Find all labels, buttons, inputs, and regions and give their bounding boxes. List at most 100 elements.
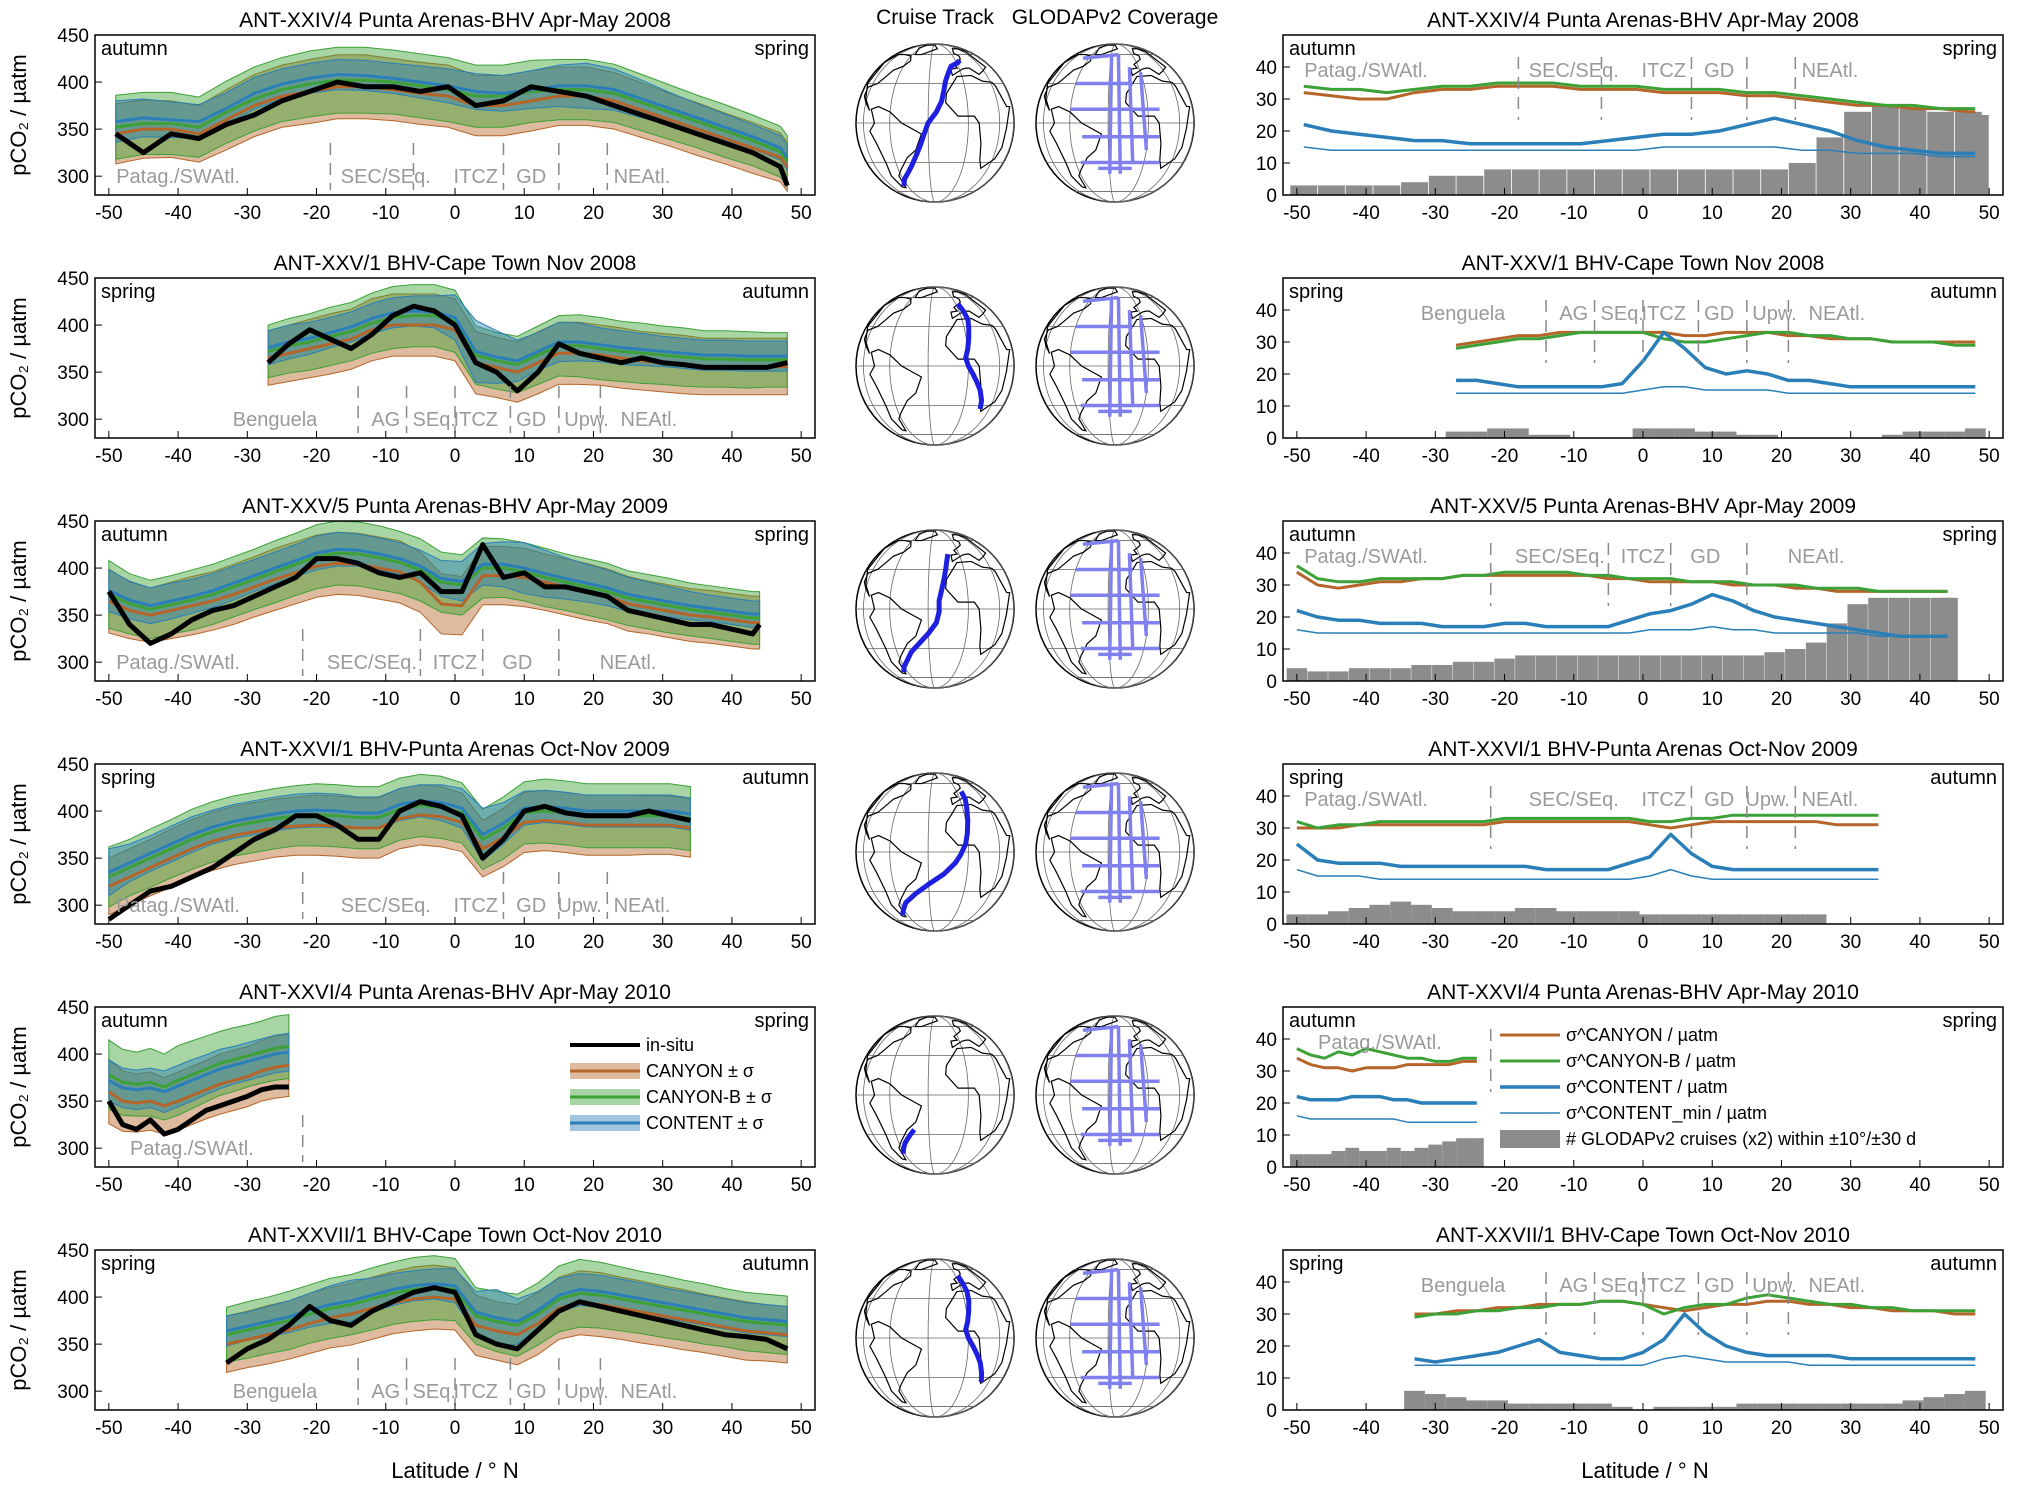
x-tick-label: -30 <box>234 1175 261 1196</box>
x-tick-label: -10 <box>372 203 399 224</box>
glodap-bar <box>1736 434 1758 438</box>
region-label: SEq. <box>1601 1275 1644 1297</box>
glodap-bar <box>1674 428 1695 438</box>
coastline <box>950 1020 987 1049</box>
season-right-label: spring <box>1943 1010 1997 1032</box>
x-tick-label: 20 <box>583 1175 604 1196</box>
glodap-bar <box>1761 169 1788 195</box>
sigma-content-min-line <box>1296 625 1948 637</box>
x-tick-label: -40 <box>164 446 191 467</box>
x-tick-label: 50 <box>791 1418 812 1439</box>
graticule-meridian <box>927 286 936 446</box>
season-right-label: autumn <box>1930 767 1997 789</box>
canyon-line <box>115 85 789 168</box>
coastline <box>950 534 987 563</box>
region-label: GD <box>1690 546 1720 568</box>
glodap-section-line <box>1116 1269 1123 1389</box>
glodap-bar <box>1414 1147 1429 1167</box>
glodap-bar <box>1445 431 1467 438</box>
glodap-section-line <box>1107 1026 1114 1146</box>
y-axis-label-left: pCO₂ / µatm <box>6 54 31 175</box>
glodap-bar <box>1944 1394 1965 1410</box>
x-tick-label: 0 <box>1638 689 1649 710</box>
cruise-track-line <box>955 1274 985 1383</box>
graticule-meridian <box>934 529 969 689</box>
graticule-meridian <box>934 286 1001 446</box>
x-tick-label: -50 <box>95 446 122 467</box>
canyonb-line <box>108 551 760 620</box>
region-label: NEAtl. <box>621 1381 678 1403</box>
sigma-panel-title: ANT-XXIV/4 Punta Arenas-BHV Apr-May 2008 <box>1427 9 1859 32</box>
x-tick-label: -50 <box>1283 1418 1310 1439</box>
canyonb-line <box>267 314 788 367</box>
glodap-bar <box>1653 428 1675 438</box>
x-tick-label: -50 <box>1283 932 1310 953</box>
glodap-bar <box>1469 1138 1484 1167</box>
cruise-track-line <box>901 58 962 187</box>
x-tick-label: -10 <box>372 1175 399 1196</box>
x-tick-label: 30 <box>1840 446 1861 467</box>
graticule-meridian <box>1114 286 1195 446</box>
coastline <box>1094 773 1119 785</box>
glodap-bar <box>1722 914 1744 924</box>
content-uncertainty-band <box>115 58 788 172</box>
y-tick-label: 450 <box>57 269 89 290</box>
glodap-bar <box>1539 169 1567 195</box>
coastline <box>1049 834 1103 918</box>
sigma-content-line <box>1296 1094 1477 1105</box>
cruise-track-globe <box>855 1015 1015 1175</box>
x-tick-label: -30 <box>234 1418 261 1439</box>
glodap-bar <box>1881 1403 1903 1410</box>
glodap-bar <box>1694 1406 1716 1410</box>
region-label: GD <box>1704 60 1734 82</box>
x-tick-label: 40 <box>721 203 742 224</box>
glodap-bar <box>1373 185 1401 195</box>
y-axis-label-left: pCO₂ / µatm <box>6 1026 31 1147</box>
sigma-content-min-line <box>1296 868 1879 880</box>
glodap-bar <box>1428 1144 1443 1167</box>
coastline <box>863 539 912 597</box>
cruise-track-globe <box>855 286 1015 446</box>
region-label: NEAtl. <box>621 409 678 431</box>
legend-label: CONTENT ± σ <box>646 1113 764 1133</box>
coastline <box>869 591 923 675</box>
y-tick-label: 20 <box>1256 608 1277 629</box>
region-label: SEC/SEq. <box>1529 60 1619 82</box>
glodap-bar <box>1514 908 1536 924</box>
y-tick-label: 400 <box>57 1288 89 1309</box>
coastline <box>914 1016 939 1028</box>
x-tick-label: -10 <box>372 932 399 953</box>
season-left-label: spring <box>101 1253 155 1275</box>
glodap-bar <box>1881 434 1903 438</box>
glodap-bar <box>1487 428 1508 438</box>
legend-label: σ^CONTENT_min / µatm <box>1566 1103 1767 1124</box>
x-tick-label: -40 <box>1352 689 1379 710</box>
glodap-bar <box>1816 137 1844 195</box>
sigma-content-line <box>1296 592 1948 638</box>
season-right-label: autumn <box>1930 1253 1997 1275</box>
x-tick-label: 10 <box>514 203 535 224</box>
x-tick-label: 0 <box>1638 446 1649 467</box>
region-label: GD <box>516 1381 546 1403</box>
graticule-meridian <box>889 43 936 203</box>
coastline <box>863 296 912 354</box>
glodap-section-line <box>1116 1026 1123 1146</box>
region-label: ITCZ <box>454 409 498 431</box>
x-tick-label: 40 <box>721 446 742 467</box>
x-tick-label: 50 <box>1979 446 2000 467</box>
season-right-label: spring <box>1943 524 1997 546</box>
glodap-bar <box>1400 1151 1415 1167</box>
y-axis-label-left: pCO₂ / µatm <box>6 1269 31 1390</box>
region-label: ITCZ <box>433 652 477 674</box>
graticule-meridian <box>927 529 936 689</box>
glodap-bar <box>1345 1147 1360 1167</box>
region-label: NEAtl. <box>1788 546 1845 568</box>
x-tick-label: -10 <box>372 689 399 710</box>
glodap-bar <box>1452 911 1474 924</box>
glodap-bar <box>1494 658 1515 681</box>
y-tick-label: 40 <box>1256 1030 1277 1051</box>
canyonb-uncertainty-band <box>226 1255 788 1363</box>
content-line <box>108 547 760 616</box>
y-tick-label: 300 <box>57 410 89 431</box>
pco2-panel: ANT-XXVI/4 Punta Arenas-BHV Apr-May 2010… <box>6 981 816 1196</box>
